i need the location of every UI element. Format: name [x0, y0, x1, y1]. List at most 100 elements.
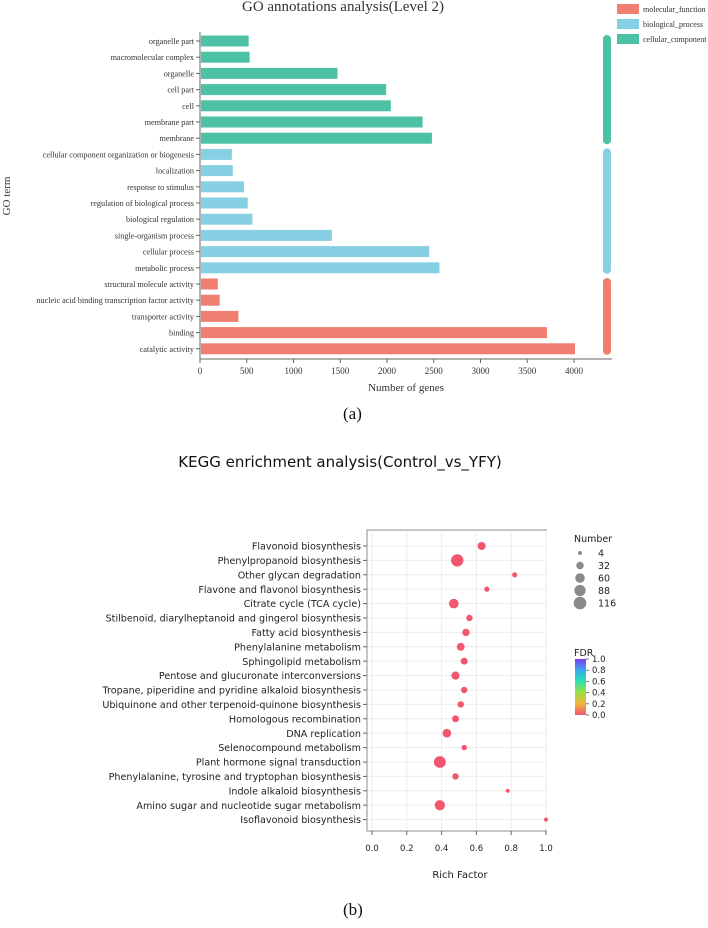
kegg-point-tropane-piperidine-and-pyridine-alkaloid-biosynthesis	[461, 686, 468, 694]
kegg-points	[433, 541, 548, 822]
size-legend-label: 32	[598, 561, 610, 572]
go-group-strip-cellular-component	[603, 35, 611, 145]
go-legend: molecular_function biological_process ce…	[617, 4, 707, 44]
go-category-label: transporter activity	[132, 312, 195, 321]
legend-swatch-biological-process	[617, 19, 639, 29]
kegg-category-label: Sphingolipid metabolism	[242, 657, 361, 668]
go-category-label: membrane	[159, 134, 194, 143]
kegg-x-tick-label: 1.0	[539, 844, 553, 854]
kegg-category-label: Amino sugar and nucleotide sugar metabol…	[136, 801, 361, 812]
go-category-label: membrane part	[145, 118, 195, 127]
go-x-tick-label: 1500	[331, 366, 350, 376]
go-bars	[201, 35, 575, 355]
go-x-axis-label: Number of genes	[368, 382, 444, 394]
go-bar-catalytic-activity	[201, 343, 575, 355]
kegg-category-label: Plant hormone signal transduction	[196, 758, 361, 769]
kegg-x-tick-label: 0.8	[504, 844, 518, 854]
go-category-label: single-organism process	[115, 231, 194, 240]
fdr-legend-label: 0.4	[592, 689, 606, 699]
kegg-point-selenocompound-metabolism	[461, 744, 467, 751]
size-legend-dot	[573, 596, 587, 610]
kegg-enrichment-chart: KEGG enrichment analysis(Control_vs_YFY)…	[102, 453, 617, 881]
size-legend-label: 88	[598, 586, 610, 597]
size-legend-label: 4	[598, 549, 604, 560]
size-legend-dot	[574, 584, 586, 597]
go-category-label: structural molecule activity	[104, 280, 194, 289]
fdr-legend-label: 0.8	[592, 666, 606, 676]
kegg-point-other-glycan-degradation	[512, 572, 518, 578]
kegg-category-label: DNA replication	[286, 729, 361, 740]
kegg-point-phenylalanine-tyrosine-and-tryptophan-biosynthesis	[452, 773, 459, 780]
size-legend-label: 60	[598, 574, 610, 585]
kegg-category-label: Phenylalanine metabolism	[234, 642, 361, 653]
kegg-point-flavone-and-flavonol-biosynthesis	[484, 586, 490, 592]
size-legend-dot	[575, 573, 585, 583]
go-x-tick-label: 4000	[565, 366, 584, 376]
go-x-tick-label: 1000	[285, 366, 304, 376]
kegg-point-homologous-recombination	[452, 715, 459, 723]
kegg-category-label: Phenylalanine, tyrosine and tryptophan b…	[109, 772, 361, 783]
go-bar-structural-molecule-activity	[201, 278, 218, 290]
legend-label-molecular-function: molecular_function	[643, 5, 706, 14]
go-category-label: nucleic acid binding transcription facto…	[36, 296, 194, 305]
go-bar-membrane	[201, 132, 432, 144]
go-bar-cellular-process	[201, 246, 430, 258]
fdr-legend-label: 0.6	[592, 677, 606, 687]
kegg-point-sphingolipid-metabolism	[460, 657, 468, 665]
kegg-point-isoflavonoid-biosynthesis	[544, 817, 548, 822]
kegg-category-label: Flavone and flavonol biosynthesis	[198, 585, 361, 596]
caption-a: (a)	[343, 404, 362, 423]
go-x-tick-label: 3500	[518, 366, 537, 376]
go-bar-organelle-part	[201, 35, 249, 47]
go-category-label: catalytic activity	[140, 345, 195, 354]
kegg-category-label: Ubiquinone and other terpenoid-quinone b…	[102, 700, 361, 711]
kegg-point-pentose-and-glucuronate-interconversions	[451, 671, 460, 680]
fdr-legend-title: FDR	[574, 648, 594, 659]
go-category-label: organelle	[164, 69, 195, 78]
caption-b: (b)	[343, 900, 363, 919]
kegg-point-amino-sugar-and-nucleotide-sugar-metabolism	[434, 800, 445, 811]
go-category-label: localization	[156, 167, 194, 176]
go-bar-membrane-part	[201, 116, 423, 128]
kegg-category-label: Fatty acid biosynthesis	[251, 628, 361, 639]
kegg-x-tick-label: 0.6	[470, 844, 484, 854]
kegg-plot-panel	[366, 529, 547, 832]
go-group-strip-molecular-function	[603, 278, 611, 355]
go-group-strip-biological-process	[603, 148, 611, 274]
fdr-legend-label: 0.0	[592, 711, 606, 721]
go-category-label: regulation of biological process	[91, 199, 194, 208]
go-bar-response-to-stimulus	[201, 181, 245, 193]
go-bar-single-organism-process	[201, 229, 332, 241]
legend-swatch-cellular-component	[617, 34, 639, 44]
go-x-tick-label: 0	[198, 366, 203, 376]
go-x-tick-label: 3000	[472, 366, 491, 376]
kegg-category-labels: Flavonoid biosynthesis Phenylpropanoid bi…	[102, 542, 367, 826]
fdr-colorbar	[575, 659, 586, 715]
go-bar-regulation-of-biological-process	[201, 197, 248, 209]
go-bar-metabolic-process	[201, 262, 440, 274]
kegg-category-label: Homologous recombination	[229, 714, 361, 725]
kegg-category-label: Other glycan degradation	[238, 570, 361, 581]
go-bar-macromolecular-complex	[201, 51, 250, 63]
go-category-labels: organelle part macromolecular complex orga…	[36, 37, 200, 354]
go-bar-localization	[201, 165, 233, 177]
kegg-category-label: Flavonoid biosynthesis	[252, 542, 361, 553]
size-legend-title: Number	[574, 534, 612, 545]
kegg-point-stilbenoid-diarylheptanoid-and-gingerol-biosynthesis	[466, 614, 473, 622]
go-category-label: macromolecular complex	[111, 53, 194, 62]
kegg-x-tick-label: 0.0	[365, 844, 379, 854]
legend-label-biological-process: biological_process	[643, 20, 703, 29]
kegg-category-label: Isoflavonoid biosynthesis	[240, 815, 361, 826]
go-y-axis-label: GO term	[1, 176, 13, 215]
kegg-point-citrate-cycle-tca-cycle	[448, 598, 459, 609]
go-x-tick-label: 500	[240, 366, 254, 376]
kegg-point-fatty-acid-biosynthesis	[462, 628, 470, 637]
go-bar-cell	[201, 100, 391, 112]
size-legend-dot	[576, 561, 584, 570]
go-bar-transporter-activity	[201, 310, 239, 322]
go-x-ticks: 0 500 1000 1500 2000 2500 3000 3500 4000	[198, 359, 584, 376]
kegg-category-label: Phenylpropanoid biosynthesis	[218, 556, 361, 567]
